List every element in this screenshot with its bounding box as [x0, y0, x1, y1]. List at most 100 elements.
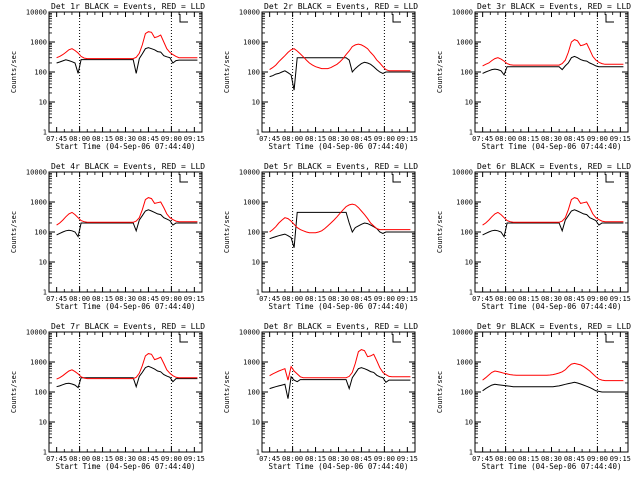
y-tick-label: 10000 [26, 9, 47, 17]
y-tick-label: 10 [39, 259, 47, 267]
x-tick-label: 07:45 [259, 455, 280, 463]
chart-panel-6: Det 6r BLACK = Events, RED = LLD 1 10 100 10… [436, 162, 631, 311]
chart-panel-2: Det 2r BLACK = Events, RED = LLD 1 10 100 10… [223, 2, 418, 151]
chart-title: Det 7r BLACK = Events, RED = LLD [51, 322, 205, 331]
y-tick-label: 10000 [26, 169, 47, 177]
x-tick-label: 08:45 [564, 135, 585, 143]
plot-frame [474, 11, 629, 133]
series-lld-line [482, 362, 624, 382]
y-tick-label: 10000 [26, 329, 47, 337]
legend-glyph [605, 334, 614, 343]
y-tick-label: 1000 [30, 39, 47, 47]
chart-panel-8: Det 8r BLACK = Events, RED = LLD 1 10 100 10… [223, 322, 418, 471]
y-tick-label: 1000 [456, 359, 473, 367]
y-tick-label: 1000 [243, 39, 260, 47]
x-tick-label: 08:45 [138, 135, 159, 143]
x-axis-label: Start Time (04-Sep-06 07:44:40) [269, 302, 409, 311]
x-axis-label: Start Time (04-Sep-06 07:44:40) [56, 142, 196, 151]
series-lld-line [269, 203, 411, 234]
series-lld-line [56, 353, 198, 380]
y-tick-label: 1000 [243, 359, 260, 367]
chart-title: Det 4r BLACK = Events, RED = LLD [51, 162, 205, 171]
y-axis-label: Counts/sec [10, 51, 18, 93]
x-axis-label: Start Time (04-Sep-06 07:44:40) [482, 462, 622, 471]
x-tick-label: 08:30 [328, 455, 349, 463]
plot-frame [261, 331, 416, 453]
x-tick-label: 08:15 [305, 455, 326, 463]
y-tick-label: 1000 [456, 39, 473, 47]
x-tick-label: 08:30 [328, 135, 349, 143]
x-tick-label: 09:00 [587, 135, 608, 143]
x-tick-label: 09:15 [610, 455, 631, 463]
plot-frame [48, 171, 203, 293]
x-tick-label: 08:00 [282, 455, 303, 463]
chart-panel-7: Det 7r BLACK = Events, RED = LLD 1 10 100 10… [10, 322, 205, 471]
series-lld-line [56, 197, 198, 226]
series-lld-line [482, 197, 624, 226]
series-lld-line [269, 349, 411, 381]
series-events-line [269, 57, 411, 91]
x-tick-label: 09:00 [374, 135, 395, 143]
y-tick-label: 10000 [239, 169, 260, 177]
y-axis-label: Counts/sec [10, 211, 18, 253]
x-tick-label: 08:45 [351, 135, 372, 143]
chart-title: Det 6r BLACK = Events, RED = LLD [477, 162, 631, 171]
x-tick-label: 09:15 [610, 295, 631, 303]
x-tick-label: 09:00 [587, 295, 608, 303]
x-tick-label: 08:30 [541, 135, 562, 143]
y-tick-label: 10 [39, 99, 47, 107]
series-lld-line [482, 39, 624, 67]
x-tick-label: 08:00 [495, 455, 516, 463]
x-axis-label: Start Time (04-Sep-06 07:44:40) [269, 142, 409, 151]
x-tick-label: 07:45 [472, 135, 493, 143]
y-tick-label: 100 [34, 69, 47, 77]
y-tick-label: 1 [256, 129, 260, 137]
x-tick-label: 09:15 [397, 455, 418, 463]
chart-title: Det 3r BLACK = Events, RED = LLD [477, 2, 631, 11]
x-axis-label: Start Time (04-Sep-06 07:44:40) [269, 462, 409, 471]
chart-title: Det 5r BLACK = Events, RED = LLD [264, 162, 418, 171]
y-axis-label: Counts/sec [436, 51, 444, 93]
y-tick-label: 100 [247, 69, 260, 77]
x-tick-label: 07:45 [259, 135, 280, 143]
y-axis-label: Counts/sec [223, 371, 231, 413]
chart-title: Det 8r BLACK = Events, RED = LLD [264, 322, 418, 331]
series-events-line [56, 209, 198, 238]
y-tick-label: 1 [256, 449, 260, 457]
y-tick-label: 1 [256, 289, 260, 297]
x-tick-label: 09:00 [161, 295, 182, 303]
chart-panel-9: Det 9r BLACK = Events, RED = LLD 1 10 100 10… [436, 322, 631, 471]
legend-glyph [605, 174, 614, 183]
x-tick-label: 08:30 [115, 135, 136, 143]
legend-glyph [605, 14, 614, 23]
x-tick-label: 09:15 [184, 135, 205, 143]
legend-glyph [392, 14, 401, 23]
y-tick-label: 10000 [239, 329, 260, 337]
y-tick-label: 1000 [243, 199, 260, 207]
series-events-line [482, 55, 624, 76]
x-tick-label: 08:00 [282, 135, 303, 143]
y-tick-label: 10 [465, 419, 473, 427]
x-tick-label: 08:45 [351, 455, 372, 463]
x-tick-label: 09:00 [374, 455, 395, 463]
x-tick-label: 08:15 [305, 295, 326, 303]
y-axis-label: Counts/sec [223, 211, 231, 253]
x-tick-label: 08:30 [541, 295, 562, 303]
chart-panel-4: Det 4r BLACK = Events, RED = LLD 1 10 100 10… [10, 162, 205, 311]
y-tick-label: 1 [43, 289, 47, 297]
x-tick-label: 08:00 [495, 295, 516, 303]
x-tick-label: 08:30 [541, 455, 562, 463]
x-tick-label: 08:45 [351, 295, 372, 303]
chart-panel-3: Det 3r BLACK = Events, RED = LLD 1 10 100 10… [436, 2, 631, 151]
x-tick-label: 09:15 [610, 135, 631, 143]
x-tick-label: 09:00 [161, 135, 182, 143]
x-tick-label: 08:15 [92, 135, 113, 143]
x-tick-label: 09:00 [374, 295, 395, 303]
x-tick-label: 07:45 [259, 295, 280, 303]
y-axis-label: Counts/sec [223, 51, 231, 93]
y-tick-label: 100 [460, 389, 473, 397]
y-tick-label: 100 [34, 389, 47, 397]
x-tick-label: 07:45 [46, 295, 67, 303]
legend-glyph [392, 174, 401, 183]
